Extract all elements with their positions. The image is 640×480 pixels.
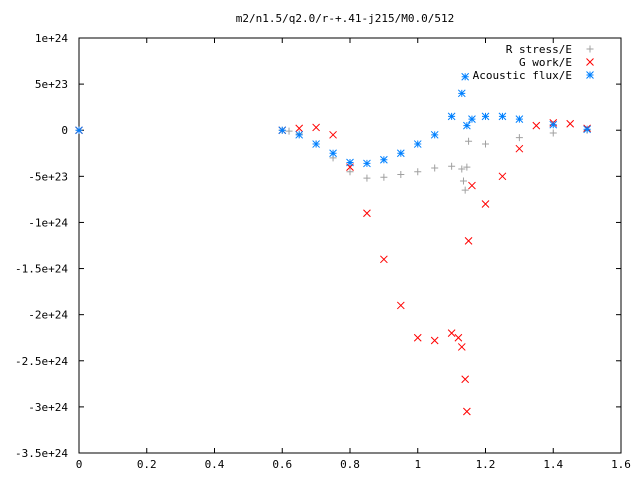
y-tick-label-0: 1e+24 — [35, 32, 68, 45]
series-1-point-14 — [461, 375, 470, 384]
y-tick-label-5: -1.5e+24 — [15, 263, 68, 276]
series-0-point-6 — [346, 168, 354, 176]
series-2-point-6 — [363, 159, 371, 168]
series-0-point-18 — [482, 140, 489, 148]
series-2-point-9 — [413, 140, 422, 148]
series-0-point-20 — [549, 129, 557, 137]
series-2-point-10 — [430, 130, 439, 139]
y-tick-label-2: 0 — [61, 124, 68, 137]
series-2-point-5 — [346, 158, 354, 167]
series-0-point-7 — [363, 174, 371, 182]
series-1-point-15 — [463, 407, 471, 416]
series-0-point-10 — [414, 168, 422, 176]
series-2-point-12 — [457, 89, 466, 98]
series-1-point-20 — [515, 144, 524, 153]
series-2-point-18 — [515, 115, 524, 124]
series-1-point-6 — [363, 209, 371, 218]
y-tick-label-9: -3.5e+24 — [15, 447, 68, 460]
series-0-point-16 — [463, 163, 471, 171]
series-0-point-9 — [397, 170, 405, 178]
chart-title: m2/n1.5/q2.0/r-+.41-j215/M0.0/512 — [236, 12, 455, 25]
series-1-point-17 — [468, 181, 476, 190]
series-2-point-14 — [463, 121, 471, 130]
x-tick-label-1: 0.2 — [137, 458, 157, 471]
series-1-point-2 — [295, 124, 304, 133]
y-tick-label-8: -3e+24 — [28, 401, 68, 414]
x-tick-label-5: 1 — [414, 458, 421, 471]
series-2-point-3 — [312, 140, 320, 148]
x-tick-label-7: 1.4 — [543, 458, 563, 471]
series-0-point-15 — [461, 186, 469, 194]
series-0 — [75, 126, 591, 194]
x-tick-label-4: 0.8 — [340, 458, 360, 471]
series-2-point-2 — [295, 130, 304, 139]
plot-frame — [78, 37, 622, 454]
x-tick-label-6: 1.2 — [476, 458, 496, 471]
series-1-point-19 — [498, 172, 507, 181]
series-1-point-16 — [464, 237, 473, 245]
series-1-point-10 — [430, 336, 439, 345]
series-1 — [75, 118, 591, 416]
y-tick-label-6: -2e+24 — [28, 309, 68, 322]
series-2-point-7 — [380, 155, 388, 164]
series-2-point-1 — [278, 126, 287, 135]
x-tick-label-2: 0.4 — [205, 458, 225, 471]
series-1-point-8 — [396, 301, 405, 310]
series-1-point-7 — [380, 255, 388, 264]
series-2-point-16 — [481, 112, 490, 121]
series-2-point-11 — [447, 112, 456, 121]
series-1-point-4 — [329, 130, 337, 139]
series-2-point-15 — [468, 115, 476, 124]
series-2-point-17 — [498, 112, 507, 121]
series-1-point-12 — [454, 333, 463, 342]
series-0-point-17 — [465, 137, 473, 145]
axes: 0 0.2 0.4 0.6 0.8 1 1.2 1.4 1.6 1e+24 5e+23 0 -5e+23… — [15, 32, 631, 471]
series-1-point-21 — [532, 121, 541, 130]
series-1-point-18 — [481, 200, 490, 208]
series-0-point-14 — [459, 177, 467, 185]
legend-label-0: R stress/E — [506, 43, 572, 56]
series-1-point-9 — [413, 333, 422, 342]
y-tick-label-7: -2.5e+24 — [15, 355, 68, 368]
series-0-point-13 — [458, 165, 466, 173]
legend-marker-2 — [586, 71, 594, 79]
series-layer — [75, 72, 591, 416]
legend-label-1: G work/E — [519, 56, 572, 69]
series-2-point-8 — [396, 149, 405, 158]
series-1-point-11 — [447, 329, 456, 337]
series-1-point-3 — [312, 123, 320, 132]
series-2-point-0 — [75, 126, 83, 135]
series-2-point-19 — [549, 120, 558, 129]
x-tick-label-3: 0.6 — [272, 458, 292, 471]
series-2 — [75, 72, 591, 168]
series-0-point-2 — [285, 127, 293, 135]
series-1-point-13 — [457, 343, 466, 351]
legend-marker-0 — [586, 45, 594, 53]
series-1-point-23 — [566, 119, 575, 128]
y-tick-label-1: 5e+23 — [35, 78, 68, 91]
x-tick-label-8: 1.6 — [611, 458, 631, 471]
series-2-point-20 — [583, 125, 591, 134]
series-2-point-13 — [461, 72, 470, 81]
series-0-point-19 — [515, 134, 523, 142]
y-tick-label-3: -5e+23 — [28, 170, 68, 183]
x-tick-label-0: 0 — [76, 458, 83, 471]
series-2-point-4 — [329, 149, 337, 158]
legend-marker-1 — [586, 58, 594, 66]
series-0-point-11 — [431, 164, 439, 172]
series-0-point-12 — [448, 162, 456, 170]
legend-label-2: Acoustic flux/E — [473, 69, 572, 82]
series-0-point-8 — [380, 173, 388, 181]
y-tick-label-4: -1e+24 — [28, 216, 68, 229]
